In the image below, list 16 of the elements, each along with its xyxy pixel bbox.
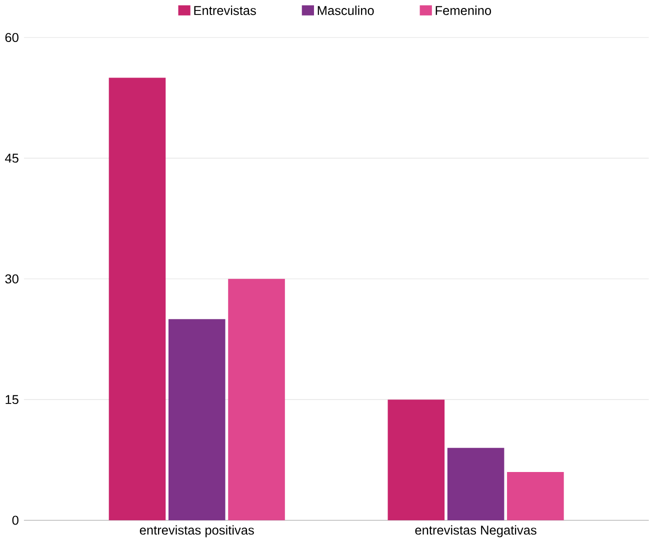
legend-label: Masculino — [318, 6, 374, 16]
legend-label: Entrevistas — [194, 6, 256, 16]
bar — [108, 78, 166, 520]
bar — [388, 400, 445, 520]
bar — [507, 472, 564, 520]
y-tick-label: 60 — [5, 33, 18, 42]
bar — [447, 448, 504, 520]
y-tick-label: 0 — [12, 516, 18, 525]
y-tick-label: 45 — [5, 154, 18, 163]
y-tick-label: 30 — [5, 274, 18, 284]
bar — [228, 278, 285, 520]
legend-label: Femenino — [436, 6, 492, 16]
x-tick-label: entrevistas Negativas — [415, 525, 536, 538]
bar — [168, 319, 226, 520]
y-tick-label: 15 — [6, 395, 18, 404]
x-tick-label: entrevistas positivas — [140, 525, 254, 538]
